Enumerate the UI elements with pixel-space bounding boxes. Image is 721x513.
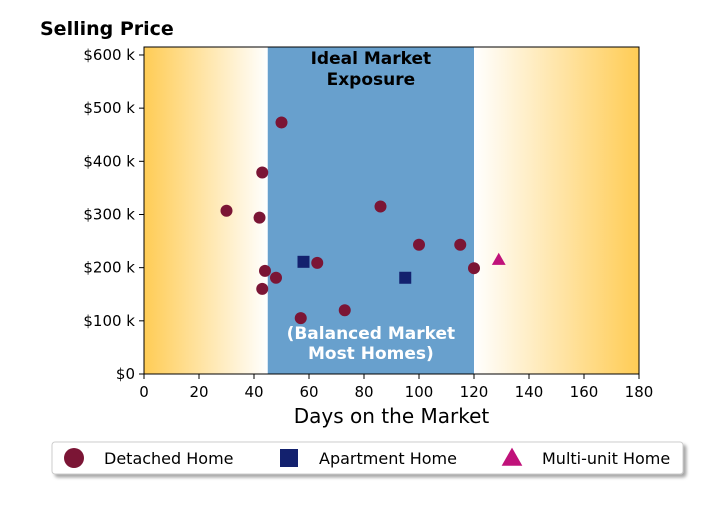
x-tick-label: 80	[354, 383, 373, 401]
detached-home-point	[374, 200, 387, 213]
x-tick-label: 140	[515, 383, 544, 401]
x-tick-label: 40	[244, 383, 263, 401]
detached-home-point	[311, 256, 324, 269]
band-top-label: Ideal Market	[311, 49, 432, 69]
detached-home-point	[468, 262, 480, 275]
detached-home-point	[275, 116, 288, 129]
legend-marker-multi-unit-home	[501, 447, 523, 466]
x-axis-title: Days on the Market	[294, 404, 490, 428]
apartment-home-point	[399, 271, 412, 284]
legend-label-multi-unit-home: Multi-unit Home	[542, 449, 670, 468]
x-tick-label: 180	[625, 383, 654, 401]
detached-home-point	[270, 271, 282, 284]
y-tick-label: $400 k	[83, 152, 135, 170]
x-tick-label: 0	[139, 383, 149, 401]
y-tick-label: $500 k	[83, 99, 135, 117]
detached-home-point	[220, 204, 233, 217]
x-tick-label: 100	[405, 383, 434, 401]
detached-home-point	[256, 282, 269, 295]
y-tick-label: $300 k	[83, 205, 135, 223]
multi-unit-home-point	[491, 252, 506, 265]
detached-home-point	[454, 238, 467, 251]
x-axis: 0 20 40 60 80 100 120 140 160 180	[139, 374, 653, 401]
y-axis-title: Selling Price	[40, 18, 174, 40]
y-tick-label: $0	[116, 365, 135, 383]
detached-home-point	[338, 304, 351, 317]
legend-label-apartment-home: Apartment Home	[319, 449, 457, 468]
apartment-home-point	[297, 255, 310, 268]
detached-home-point	[259, 264, 271, 277]
x-tick-label: 120	[460, 383, 489, 401]
legend-marker-apartment-home	[280, 449, 298, 467]
data-points	[220, 116, 506, 325]
legend-marker-detached-home	[64, 448, 84, 468]
x-tick-label: 60	[299, 383, 318, 401]
legend-box	[51, 441, 684, 475]
y-tick-label: $100 k	[83, 312, 135, 330]
legend: Detached Home Apartment Home Multi-unit Ho…	[51, 441, 684, 475]
plot-frame	[143, 46, 640, 375]
gradient-right	[474, 47, 639, 374]
band-bottom-label: (Balanced Market	[287, 324, 456, 344]
band-bottom-label: Most Homes)	[308, 344, 434, 364]
detached-home-point	[253, 211, 266, 224]
detached-home-point	[413, 238, 425, 251]
y-axis: $0 $100 k $200 k $300 k $400 k $500 k $600 k	[83, 46, 144, 383]
detached-home-point	[294, 312, 307, 325]
x-tick-label: 160	[570, 383, 599, 401]
band-top-label: Exposure	[327, 70, 416, 90]
gradient-left	[144, 47, 268, 374]
y-tick-label: $600 k	[83, 46, 135, 64]
y-tick-label: $200 k	[83, 259, 135, 277]
legend-label-detached-home: Detached Home	[104, 449, 234, 468]
detached-home-point	[256, 166, 269, 179]
x-tick-label: 20	[189, 383, 208, 401]
